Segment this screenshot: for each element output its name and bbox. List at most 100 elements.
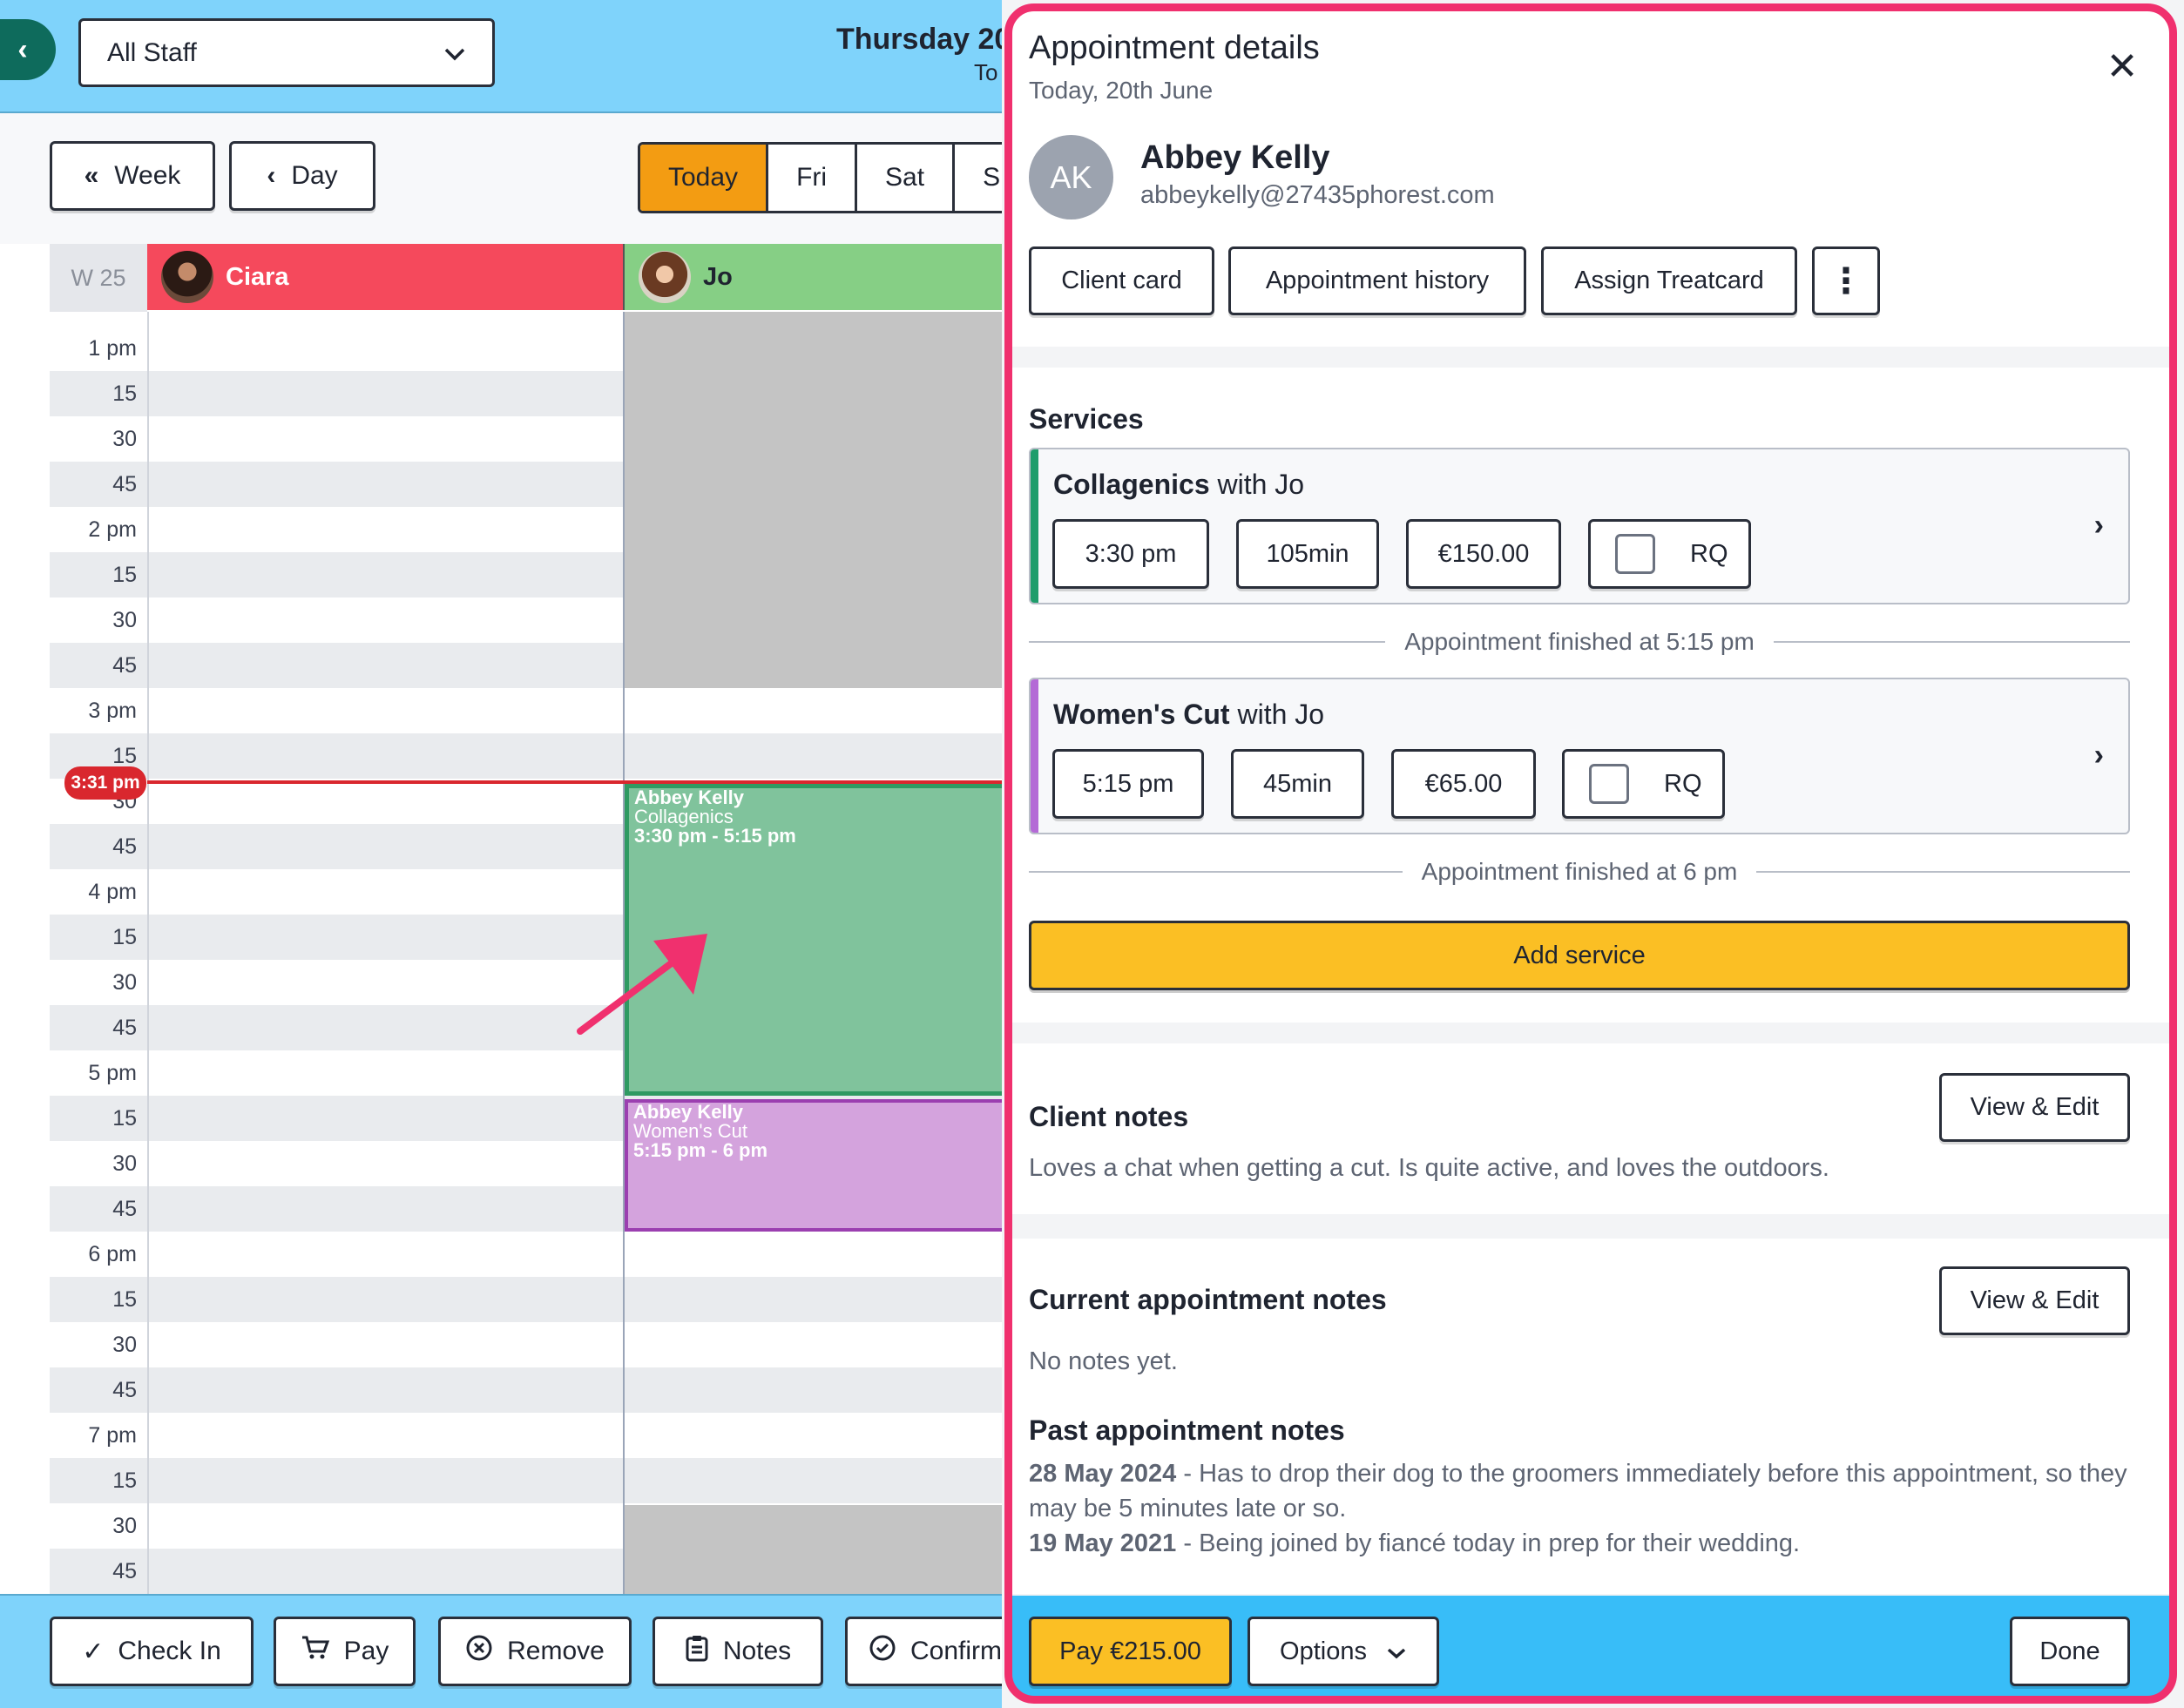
time-row[interactable]: [50, 1322, 1002, 1367]
appointment-block-collagenics[interactable]: Abbey Kelly Collagenics 3:30 pm - 5:15 p…: [625, 784, 1002, 1096]
time-row[interactable]: [50, 1367, 1002, 1413]
appointment-history-button[interactable]: Appointment history: [1228, 246, 1526, 315]
column-divider: [623, 312, 625, 1594]
client-notes-edit-button[interactable]: View & Edit: [1939, 1073, 2130, 1142]
time-label: 45: [50, 1549, 147, 1594]
staff-column-header-ciara[interactable]: Ciara: [147, 244, 623, 310]
time-label: 15: [50, 552, 147, 597]
tab-sat[interactable]: Sat: [857, 145, 956, 211]
confirm-button[interactable]: Confirm: [845, 1617, 1002, 1686]
service-time-chip[interactable]: 5:15 pm: [1052, 749, 1204, 819]
appointment-client: Abbey Kelly: [634, 786, 744, 808]
time-label: 30: [50, 1322, 147, 1367]
kebab-menu-icon: ⋮: [1829, 261, 1863, 300]
chevron-left-icon: ‹: [17, 32, 28, 66]
check-circle-icon: [869, 1634, 896, 1669]
service-price-chip[interactable]: €150.00: [1406, 519, 1561, 589]
services-title: Services: [1029, 403, 1144, 435]
assign-treatcard-button[interactable]: Assign Treatcard: [1541, 246, 1797, 315]
chevron-right-icon[interactable]: ›: [2093, 739, 2104, 772]
pay-total-button[interactable]: Pay €215.00: [1029, 1617, 1232, 1686]
client-card-button[interactable]: Client card: [1029, 246, 1214, 315]
time-row[interactable]: [50, 688, 1002, 733]
chevron-right-icon[interactable]: ›: [2093, 509, 2104, 542]
time-label: 4 pm: [50, 869, 147, 915]
service-staff: with Jo: [1217, 469, 1305, 500]
avatar: [161, 251, 213, 303]
time-label: 3 pm: [50, 688, 147, 733]
remove-button[interactable]: Remove: [438, 1617, 632, 1686]
time-row[interactable]: [50, 1413, 1002, 1458]
appointment-block-womens-cut[interactable]: Abbey Kelly Women's Cut 5:15 pm - 6 pm: [625, 1099, 1002, 1232]
done-button[interactable]: Done: [2010, 1617, 2130, 1686]
time-label: 15: [50, 1458, 147, 1503]
time-row[interactable]: [50, 1277, 1002, 1322]
week-button-label: Week: [114, 161, 181, 190]
time-label: 30: [50, 416, 147, 462]
time-label: 6 pm: [50, 1232, 147, 1277]
tab-fri[interactable]: Fri: [768, 145, 858, 211]
list-item: 28 May 2024 - Has to drop their dog to t…: [1029, 1456, 2135, 1526]
chevron-down-icon: [443, 38, 466, 68]
rq-checkbox[interactable]: [1615, 534, 1655, 574]
pay-button[interactable]: Pay: [274, 1617, 416, 1686]
check-in-label: Check In: [118, 1637, 221, 1665]
client-notes-text: Loves a chat when getting a cut. Is quit…: [1029, 1154, 1829, 1182]
service-name: Women's Cut: [1053, 699, 1230, 730]
service-title: Collagenics with Jo: [1053, 469, 1304, 501]
add-service-button[interactable]: Add service: [1029, 921, 2130, 990]
current-notes-text: No notes yet.: [1029, 1347, 1178, 1375]
time-label: 15: [50, 1277, 147, 1322]
service-finished-text: Appointment finished at 6 pm: [1421, 858, 1738, 885]
client-email: abbeykelly@27435phorest.com: [1140, 181, 1495, 209]
notes-button[interactable]: Notes: [652, 1617, 823, 1686]
day-tabs: Today Fri Sat Su: [638, 142, 1045, 213]
service-card-womens-cut[interactable]: Women's Cut with Jo 5:15 pm 45min €65.00…: [1029, 678, 2130, 834]
service-staff: with Jo: [1237, 699, 1325, 730]
time-label: 30: [50, 597, 147, 643]
rq-label: RQ: [1690, 539, 1728, 568]
more-options-button[interactable]: ⋮: [1812, 246, 1880, 315]
service-title: Women's Cut with Jo: [1053, 699, 1324, 731]
appointment-time: 5:15 pm - 6 pm: [633, 1139, 768, 1161]
appointment-service: Women's Cut: [633, 1120, 747, 1142]
previous-day-button[interactable]: ‹ Day: [229, 141, 375, 211]
options-dropdown[interactable]: Options: [1248, 1617, 1439, 1686]
rq-label: RQ: [1664, 769, 1702, 798]
service-duration-chip[interactable]: 45min: [1231, 749, 1364, 819]
service-time-chip[interactable]: 3:30 pm: [1052, 519, 1209, 589]
date-subtitle: To: [974, 59, 998, 85]
staff-name: Ciara: [226, 262, 289, 291]
appointment-service: Collagenics: [634, 806, 734, 827]
current-notes-title: Current appointment notes: [1029, 1284, 1387, 1315]
time-label: 45: [50, 1005, 147, 1050]
client-notes-title: Client notes: [1029, 1101, 1189, 1132]
tab-today[interactable]: Today: [640, 145, 769, 211]
jo-unavailable-block: [623, 1505, 1002, 1594]
previous-week-button[interactable]: « Week: [50, 141, 215, 211]
avatar: [639, 251, 691, 303]
staff-column-header-jo[interactable]: Jo: [623, 244, 1002, 310]
time-label: 45: [50, 1367, 147, 1413]
service-color-stripe: [1031, 449, 1038, 603]
close-icon: ✕: [2106, 44, 2139, 88]
service-duration-chip[interactable]: 105min: [1236, 519, 1379, 589]
time-row[interactable]: [50, 733, 1002, 779]
service-card-collagenics[interactable]: Collagenics with Jo 3:30 pm 105min €150.…: [1029, 448, 2130, 604]
service-price-chip[interactable]: €65.00: [1391, 749, 1536, 819]
day-button-label: Day: [291, 161, 338, 190]
check-in-button[interactable]: ✓ Check In: [50, 1617, 254, 1686]
close-button[interactable]: ✕: [2101, 44, 2143, 88]
remove-label: Remove: [507, 1637, 605, 1665]
back-button[interactable]: ‹: [0, 19, 56, 80]
rq-checkbox[interactable]: [1589, 764, 1629, 804]
appointment-notes-edit-button[interactable]: View & Edit: [1939, 1266, 2130, 1335]
time-row[interactable]: [50, 1458, 1002, 1503]
rq-toggle[interactable]: RQ: [1562, 749, 1725, 819]
time-row[interactable]: [50, 1232, 1002, 1277]
staff-select[interactable]: All Staff: [78, 18, 495, 87]
double-chevron-left-icon: «: [84, 161, 99, 190]
time-label: 30: [50, 960, 147, 1005]
past-note-text: - Being joined by fiancé today in prep f…: [1176, 1529, 1801, 1557]
rq-toggle[interactable]: RQ: [1588, 519, 1751, 589]
